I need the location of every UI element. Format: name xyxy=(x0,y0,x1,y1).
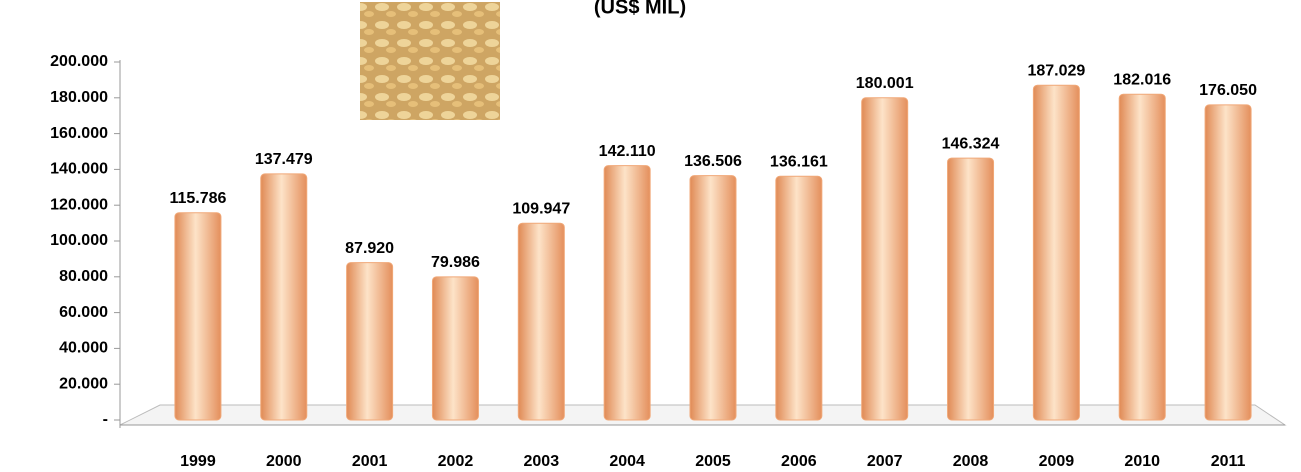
value-label: 137.479 xyxy=(255,151,313,168)
y-tick-label: 60.000 xyxy=(59,304,108,321)
value-label: 136.161 xyxy=(770,153,828,170)
y-tick-label: 140.000 xyxy=(50,161,108,178)
x-tick-label: 2006 xyxy=(781,453,817,470)
value-label: 109.947 xyxy=(512,200,570,217)
x-tick-label: 2005 xyxy=(695,453,731,470)
value-label: 142.110 xyxy=(599,143,656,160)
bar xyxy=(603,165,651,421)
bar xyxy=(517,222,565,421)
y-tick-label: 100.000 xyxy=(50,232,108,249)
value-label: 176.050 xyxy=(1199,82,1257,99)
y-tick-label: 20.000 xyxy=(59,375,108,392)
value-label: 182.016 xyxy=(1113,71,1171,88)
bar xyxy=(174,212,222,421)
value-label: 115.786 xyxy=(169,190,226,207)
x-tick-label: 2002 xyxy=(438,453,474,470)
x-tick-label: 2003 xyxy=(524,453,560,470)
value-label: 87.920 xyxy=(345,240,394,257)
bar xyxy=(775,175,823,421)
x-tick-label: 2007 xyxy=(867,453,903,470)
bar xyxy=(260,173,308,421)
chart-title: (US$ MIL) xyxy=(594,0,686,18)
y-tick-label: 160.000 xyxy=(50,125,108,142)
bar xyxy=(346,262,394,421)
bar xyxy=(1118,93,1166,421)
value-label: 146.324 xyxy=(942,135,1000,152)
bar xyxy=(1204,104,1252,421)
x-tick-label: 2010 xyxy=(1124,453,1160,470)
x-tick-label: 1999 xyxy=(180,453,216,470)
x-tick-label: 2000 xyxy=(266,453,302,470)
y-tick-label: 180.000 xyxy=(50,89,108,106)
x-tick-label: 2008 xyxy=(953,453,989,470)
value-label: 180.001 xyxy=(856,75,914,92)
y-tick-label: 40.000 xyxy=(59,340,108,357)
cashew-image xyxy=(360,2,500,120)
bar xyxy=(861,97,909,421)
bar xyxy=(1032,84,1080,421)
y-tick-label: 200.000 xyxy=(50,53,108,70)
bar xyxy=(947,157,995,421)
y-tick-label: 120.000 xyxy=(50,196,108,213)
y-tick-label: - xyxy=(103,411,108,428)
value-label: 136.506 xyxy=(684,153,742,170)
bar xyxy=(689,175,737,421)
bar xyxy=(431,276,479,421)
x-tick-label: 2009 xyxy=(1039,453,1075,470)
x-tick-label: 2011 xyxy=(1211,453,1246,470)
x-tick-label: 2004 xyxy=(609,453,645,470)
x-tick-label: 2001 xyxy=(352,453,388,470)
y-tick-label: 80.000 xyxy=(59,268,108,285)
value-label: 187.029 xyxy=(1027,62,1085,79)
value-label: 79.986 xyxy=(431,254,480,271)
